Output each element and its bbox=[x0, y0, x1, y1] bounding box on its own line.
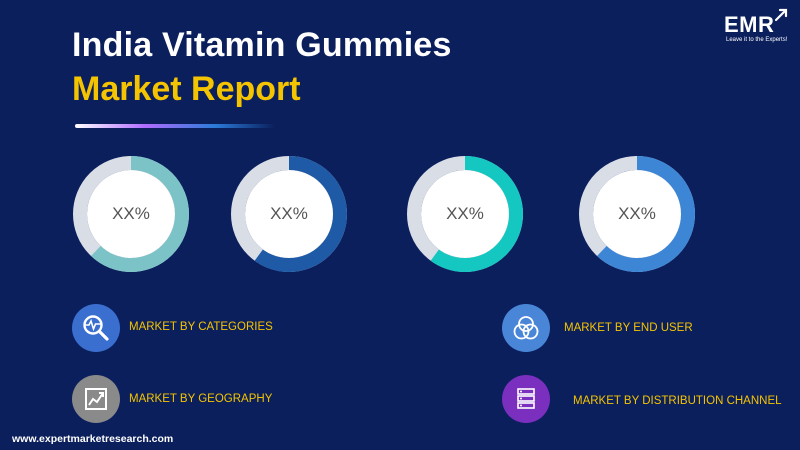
report-subtitle: Market Report bbox=[72, 70, 301, 108]
server-stack-icon bbox=[502, 375, 550, 423]
donut-value-4: XX% bbox=[618, 204, 656, 223]
donut-chart-2: XX% bbox=[229, 154, 349, 274]
legend-label-end-user: MARKET BY END USER bbox=[564, 322, 693, 334]
legend-label-categories: MARKET BY CATEGORIES bbox=[129, 321, 273, 333]
donut-chart-3: XX% bbox=[405, 154, 525, 274]
venn-circles-icon bbox=[502, 304, 550, 352]
logo-name: EMR bbox=[724, 12, 775, 37]
donut-value-2: XX% bbox=[270, 204, 308, 223]
donut-value-3: XX% bbox=[446, 204, 484, 223]
trend-chart-icon bbox=[72, 375, 120, 423]
footer-website: www.expertmarketresearch.com bbox=[12, 433, 174, 445]
logo-tagline: Leave it to the Experts! bbox=[726, 37, 788, 43]
logo-arrow-icon bbox=[774, 8, 788, 22]
donut-chart-4: XX% bbox=[577, 154, 697, 274]
legend-label-geography: MARKET BY GEOGRAPHY bbox=[129, 393, 273, 405]
donut-value-1: XX% bbox=[112, 204, 150, 223]
donut-chart-1: XX% bbox=[71, 154, 191, 274]
title-divider bbox=[75, 124, 275, 128]
emr-logo: EMR Leave it to the Experts! bbox=[716, 8, 794, 50]
report-title: India Vitamin Gummies bbox=[72, 26, 452, 64]
legend-label-distribution-channel: MARKET BY DISTRIBUTION CHANNEL bbox=[573, 395, 782, 407]
magnifier-pulse-icon bbox=[72, 304, 120, 352]
